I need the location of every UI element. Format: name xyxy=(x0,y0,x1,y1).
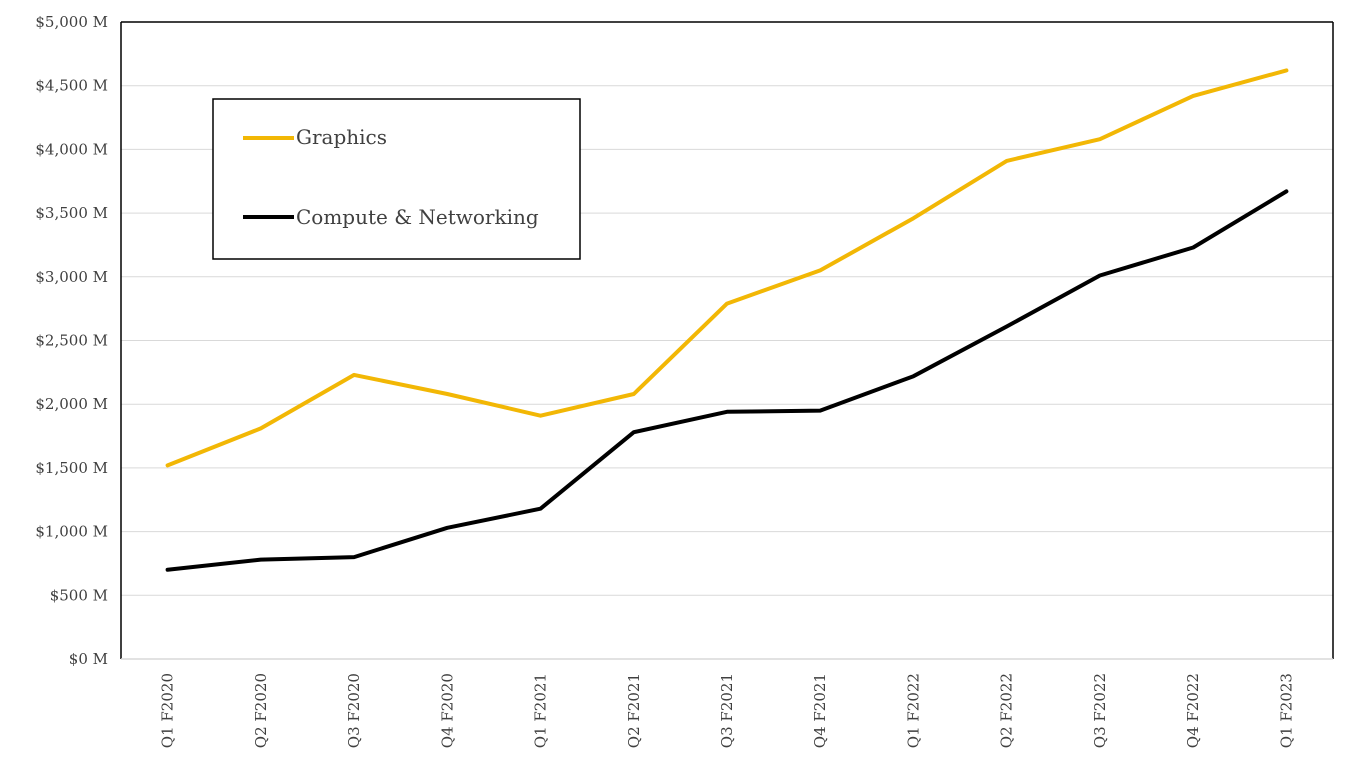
x-tick-label: Q2 F2021 xyxy=(625,673,643,748)
y-tick-label: $3,500 M xyxy=(35,204,108,222)
x-tick-label: Q1 F2021 xyxy=(532,673,550,748)
axes xyxy=(120,21,1334,660)
legend-box xyxy=(212,98,581,260)
y-tick-label: $1,000 M xyxy=(35,523,108,541)
y-tick-label: $5,000 M xyxy=(35,13,108,31)
y-tick-label: $1,500 M xyxy=(35,459,108,477)
x-axis-ticks: Q1 F2020 Q2 F2020 Q3 F2020 Q4 F2020 Q1 F2021… xyxy=(159,673,1296,748)
legend-label-graphics: Graphics xyxy=(296,125,387,149)
y-axis-ticks: $0 M $500 M $1,000 M $1,500 M $2,000 M $2,500… xyxy=(35,13,108,668)
y-tick-label: $4,000 M xyxy=(35,140,108,158)
y-tick-label: $3,000 M xyxy=(35,268,108,286)
x-tick-label: Q1 F2023 xyxy=(1277,673,1295,748)
x-tick-label: Q3 F2021 xyxy=(718,673,736,748)
x-tick-label: Q4 F2022 xyxy=(1184,673,1202,748)
x-tick-label: Q2 F2020 xyxy=(252,673,270,748)
x-tick-label: Q4 F2020 xyxy=(438,673,456,748)
x-tick-label: Q1 F2020 xyxy=(159,673,177,748)
y-tick-label: $2,500 M xyxy=(35,332,108,350)
y-tick-label: $0 M xyxy=(69,650,108,668)
y-tick-label: $500 M xyxy=(50,586,108,604)
x-tick-label: Q4 F2021 xyxy=(811,673,829,748)
series-line-graphics xyxy=(165,68,1289,468)
series-line-compute-networking xyxy=(165,189,1289,572)
y-tick-label: $4,500 M xyxy=(35,77,108,95)
series-lines xyxy=(165,68,1289,572)
y-tick-label: $2,000 M xyxy=(35,395,108,413)
x-tick-label: Q3 F2020 xyxy=(345,673,363,748)
x-tick-label: Q1 F2022 xyxy=(904,673,922,748)
x-tick-label: Q3 F2022 xyxy=(1091,673,1109,748)
legend-label-compute-networking: Compute & Networking xyxy=(296,205,539,229)
legend: Graphics Compute & Networking xyxy=(212,98,581,260)
x-tick-label: Q2 F2022 xyxy=(998,673,1016,748)
